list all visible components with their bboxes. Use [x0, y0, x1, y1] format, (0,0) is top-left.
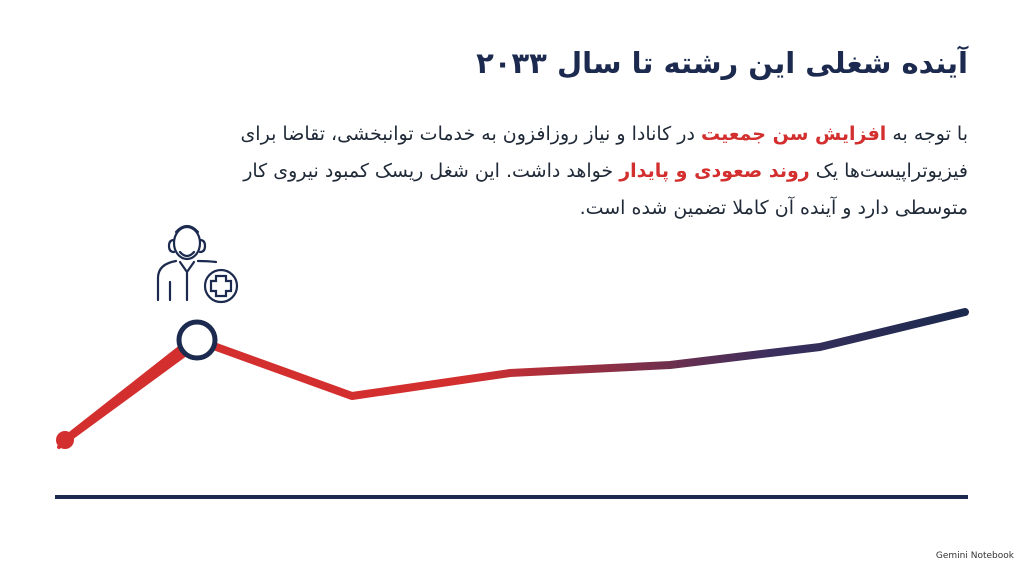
- trend-marker: [176, 319, 218, 361]
- body-text: در کانادا و نیاز روزافزون به خدمات توانب…: [240, 123, 968, 182]
- body-text: با توجه به: [886, 123, 968, 145]
- emphasis-text: روند صعودی و پایدار: [619, 160, 810, 182]
- paragraph: با توجه به افزایش سن جمعیت در کانادا و ن…: [198, 116, 968, 227]
- emphasis-text: افزایش سن جمعیت: [700, 123, 887, 145]
- trend-line: [193, 308, 969, 400]
- body-text: خواهد داشت. این شغل ریسک کمبود نیروی کار…: [243, 160, 968, 219]
- title: آینده شغلی این رشته تا سال ۲۰۳۳: [476, 46, 968, 80]
- footer: Gemini Notebook: [935, 551, 1014, 561]
- trend-cap: [56, 431, 74, 449]
- trend-start: [57, 332, 199, 449]
- elder-care-icon: [156, 224, 239, 304]
